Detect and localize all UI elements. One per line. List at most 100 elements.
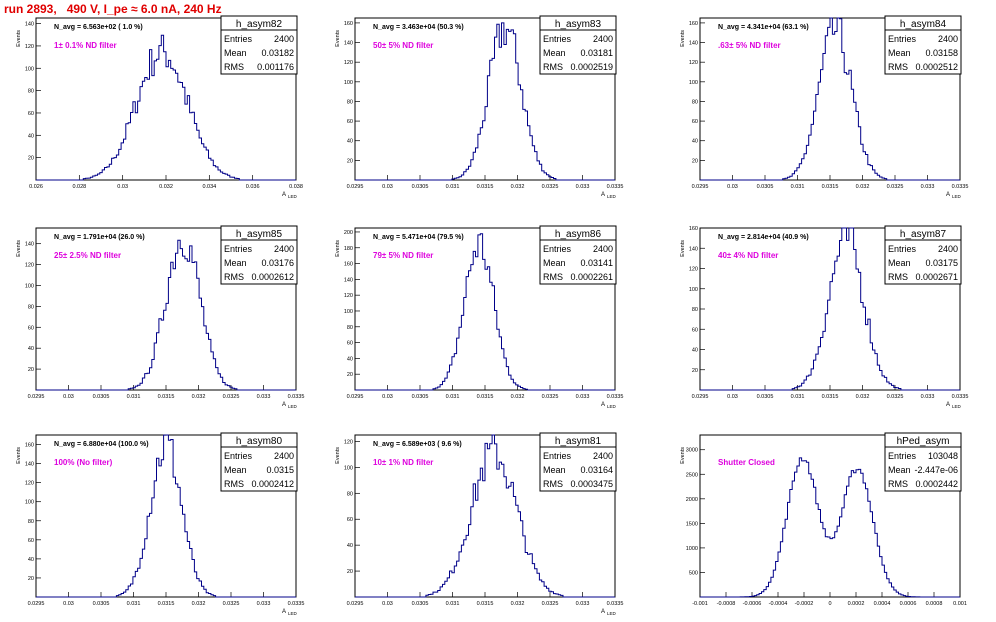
x-tick-label: 0.0325 [223,601,240,607]
histogram-name: h_asym87 [900,229,947,240]
x-tick-label: 0.0295 [347,184,364,190]
x-tick-label: 0.001 [953,601,967,607]
y-tick-label: 20 [347,569,353,575]
stats-box [539,432,617,492]
x-tick-label: 0.031 [446,184,460,190]
histogram-series [36,34,296,181]
x-axis-title: A [282,192,286,198]
stats-label: Mean [888,258,911,268]
stats-label: Entries [888,451,917,461]
y-tick-label: 40 [28,133,34,139]
y-tick-label: 500 [689,570,698,576]
y-tick-label: 60 [692,119,698,125]
stats-value-rms: 0.001176 [257,62,294,72]
histogram-panel-h_asym85: 0.0295 0.03 0.0305 0.031 0.0315 0.032 0.0325 0.… [16,225,304,409]
x-tick-label: 0.03 [727,394,738,400]
x-tick-label: 0.031 [791,184,805,190]
stats-label: Entries [224,451,253,461]
x-axis-title: A [946,402,950,408]
y-tick-label: 20 [28,576,34,582]
y-tick-label: 100 [25,66,34,72]
x-axis-subscript: LED [288,404,298,409]
y-tick-label: 100 [25,500,34,506]
y-tick-label: 2500 [686,472,698,478]
filter-label: 1± 0.1% ND filter [54,41,117,50]
stats-value-rms: 0.0002261 [570,272,613,282]
y-tick-label: 180 [344,246,353,252]
histogram-panel-h_asym80: 0.0295 0.03 0.0305 0.031 0.0315 0.032 0.0325 0.… [16,432,305,616]
x-tick-label: 0.0295 [28,601,45,607]
histogram-panel-h_asym83: 0.0295 0.03 0.0305 0.031 0.0315 0.032 0.0325 0.… [335,15,624,199]
x-tick-label: 0.033 [921,184,935,190]
stats-label: RMS [224,479,244,489]
stats-value-rms: 0.0002519 [570,62,613,72]
x-tick-label: -0.001 [692,601,708,607]
stats-box [884,432,962,492]
stats-value-mean: 0.03181 [580,48,613,58]
stats-box [220,432,298,492]
y-axis-title: Events [335,30,341,47]
histogram-panel-hPed_asym: -0.001 -0.0008 -0.0006 -0.0004 -0.0002 0 0.000… [680,432,967,607]
x-tick-label: 0.0315 [477,601,494,607]
x-tick-label: 0.0305 [757,184,774,190]
histogram-name: h_asym83 [555,19,602,30]
x-tick-label: 0.033 [921,394,935,400]
x-tick-label: 0.0305 [757,394,774,400]
y-tick-label: 60 [28,538,34,544]
navg-label: N_avg = 6.880e+04 (100.0 %) [54,441,149,448]
histogram-name: h_asym84 [900,19,947,30]
x-tick-label: 0.031 [127,394,141,400]
x-tick-label: 0.03 [117,184,128,190]
x-tick-label: 0.0335 [607,394,624,400]
x-tick-label: 0.031 [446,601,460,607]
x-tick-label: 0.0305 [93,601,110,607]
x-tick-label: 0.03 [382,601,393,607]
x-axis-subscript: LED [607,611,617,616]
y-tick-label: 160 [344,262,353,268]
stats-label: Entries [543,451,572,461]
y-tick-label: 100 [344,309,353,315]
x-tick-label: 0.0335 [288,601,305,607]
stats-label: RMS [888,479,908,489]
navg-label: N_avg = 5.471e+04 (79.5 %) [373,234,464,241]
filter-label: 10± 1% ND filter [373,458,433,467]
x-tick-label: 0.0315 [158,394,175,400]
stats-label: Entries [224,244,253,254]
y-axis-title: Events [16,240,22,257]
x-axis-title: A [601,192,605,198]
x-tick-label: 0.033 [576,184,590,190]
stats-box [539,15,617,75]
x-tick-label: 0.032 [192,394,206,400]
x-tick-label: 0.0325 [223,394,240,400]
x-tick-label: 0.031 [791,394,805,400]
stats-label: Mean [224,48,247,58]
stats-label: Mean [888,48,911,58]
y-tick-label: 160 [25,443,34,449]
filter-label: 100% (No filter) [54,458,113,467]
y-tick-label: 80 [347,99,353,105]
stats-value-mean: 0.03175 [925,258,958,268]
histogram-panel-h_asym87: 0.0295 0.03 0.0305 0.031 0.0315 0.032 0.0325 0.… [680,225,968,409]
y-axis-title: Events [335,447,341,464]
y-tick-label: 200 [344,230,353,236]
x-tick-label: 0.0315 [822,184,839,190]
x-tick-label: 0.0305 [412,394,429,400]
y-tick-label: 140 [344,41,353,47]
stats-value-entries: 2400 [593,34,613,44]
histogram-name: h_asym86 [555,229,602,240]
histogram-name: h_asym82 [236,19,283,30]
y-tick-label: 20 [28,156,34,162]
stats-value-rms: 0.0003475 [570,479,613,489]
y-tick-label: 60 [347,341,353,347]
y-tick-label: 80 [28,304,34,310]
y-tick-label: 80 [692,99,698,105]
y-tick-label: 80 [347,491,353,497]
stats-box [220,225,298,285]
x-tick-label: 0.0335 [607,184,624,190]
stats-value-mean: 0.0315 [266,465,294,475]
y-tick-label: 120 [25,263,34,269]
x-tick-label: 0.03 [63,601,74,607]
y-tick-label: 60 [347,119,353,125]
stats-value-entries: 2400 [593,451,613,461]
